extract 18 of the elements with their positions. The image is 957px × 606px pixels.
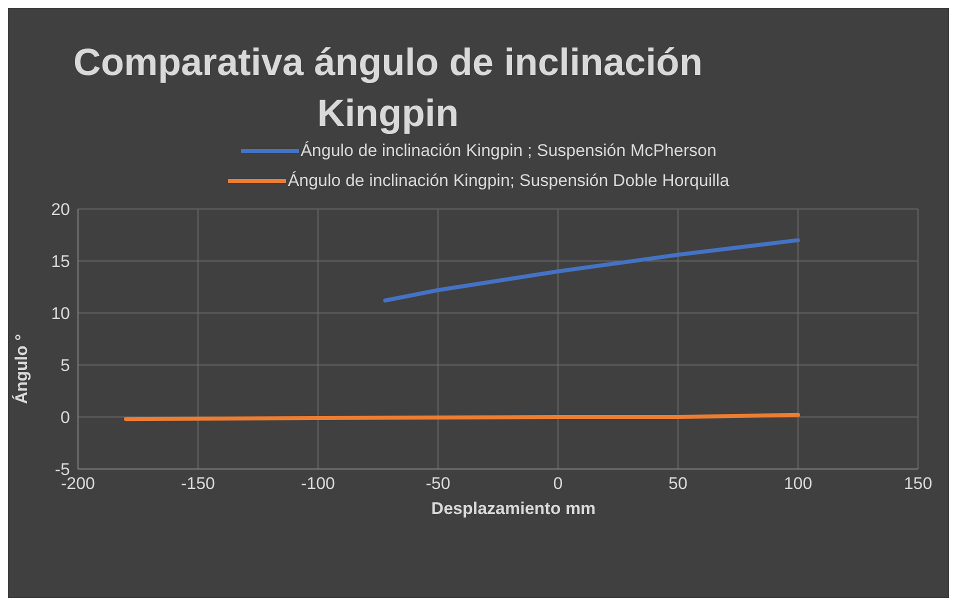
legend-label: Ángulo de inclinación Kingpin; Suspensión Doble Horquilla — [288, 170, 730, 191]
x-tick-label: 0 — [553, 474, 563, 493]
x-tick-label: 100 — [784, 474, 812, 493]
x-tick-label: 50 — [668, 474, 688, 493]
x-tick-label: -100 — [300, 474, 336, 493]
legend-label: Ángulo de inclinación Kingpin ; Suspensión McPherson — [300, 140, 716, 161]
chart-title: Comparativa ángulo de inclinación Kingpin — [72, 41, 704, 138]
line-series — [383, 238, 800, 302]
y-tick-label: 10 — [51, 304, 70, 323]
x-tick-label: -150 — [180, 474, 216, 493]
y-tick-label: 15 — [51, 252, 70, 271]
x-tick-label: 150 — [904, 474, 932, 493]
y-axis-title: Ángulo ° — [12, 334, 32, 404]
y-tick-label: 0 — [60, 408, 70, 427]
x-tick-label: -50 — [426, 474, 450, 493]
x-axis-title: Desplazamiento mm — [430, 498, 597, 519]
y-tick-label: 5 — [60, 356, 70, 375]
y-tick-label: 20 — [51, 200, 70, 219]
